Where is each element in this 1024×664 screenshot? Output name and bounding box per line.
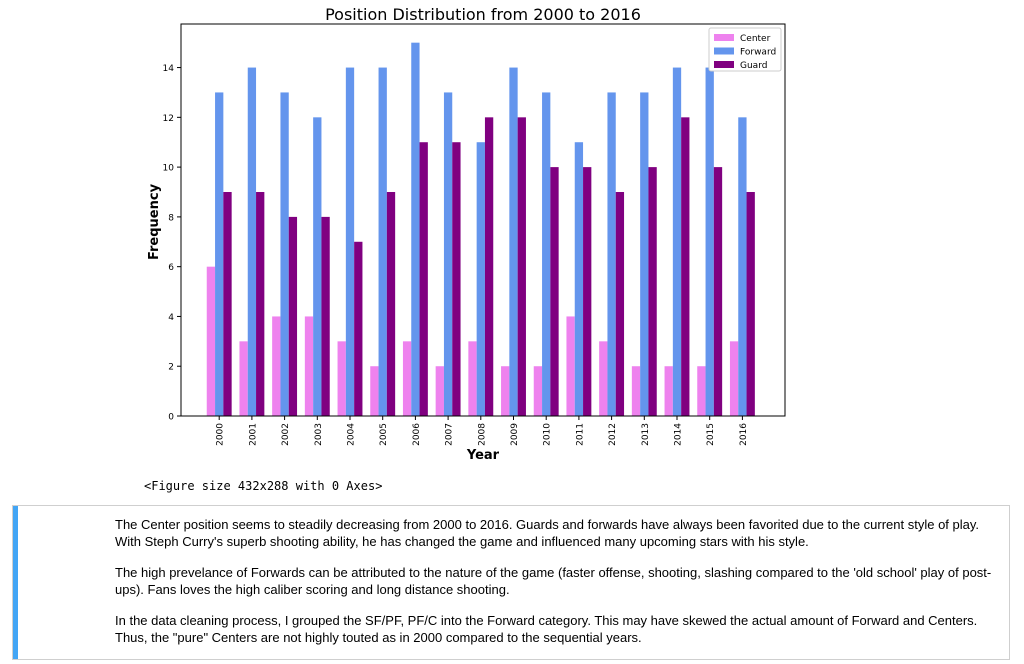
bar-center-2014: [664, 366, 673, 416]
x-tick-label: 2006: [412, 423, 422, 446]
paragraph-2: The high prevelance of Forwards can be a…: [115, 565, 992, 597]
bar-guard-2014: [681, 117, 690, 416]
bar-guard-2004: [354, 241, 363, 416]
x-tick-label: 2000: [216, 423, 226, 446]
x-tick-label: 2001: [248, 423, 258, 446]
bar-center-2012: [599, 341, 608, 416]
bar-forward-2004: [345, 67, 355, 416]
bar-center-2005: [370, 366, 379, 416]
bar-forward-2006: [411, 42, 420, 417]
y-tick-label: 12: [163, 114, 174, 124]
bar-guard-2012: [615, 192, 625, 416]
x-tick-label: 2014: [674, 423, 684, 446]
bar-center-2004: [337, 341, 346, 416]
bar-center-2010: [533, 366, 543, 416]
bar-guard-2009: [517, 117, 526, 416]
bar-center-2001: [239, 341, 248, 416]
bar-center-2015: [697, 366, 706, 416]
bar-forward-2016: [738, 117, 747, 416]
bar-forward-2001: [247, 67, 257, 416]
bar-guard-2007: [452, 142, 461, 416]
x-axis-label: Year: [466, 448, 500, 463]
x-tick-label: 2010: [543, 423, 553, 446]
bar-center-2013: [631, 366, 641, 416]
x-tick-label: 2015: [706, 423, 716, 446]
legend-label-center: Center: [740, 34, 771, 44]
bar-chart: Position Distribution from 2000 to 2016 …: [147, 5, 786, 463]
x-tick-label: 2008: [477, 423, 487, 446]
x-tick-label: 2007: [445, 423, 455, 446]
legend: Center Forward Guard: [708, 27, 782, 72]
bar-center-2008: [468, 341, 477, 416]
bar-center-2006: [402, 341, 412, 416]
y-tick-label: 2: [168, 363, 174, 373]
bar-guard-2016: [746, 192, 755, 416]
chart-title: Position Distribution from 2000 to 2016: [325, 5, 641, 24]
y-tick-label: 10: [163, 164, 175, 174]
markdown-text: The Center position seems to steadily de…: [115, 516, 995, 660]
bar-forward-2005: [378, 67, 387, 416]
legend-swatch-guard: [714, 61, 734, 68]
bar-center-2007: [435, 366, 444, 416]
bars-group: [206, 42, 755, 417]
bar-forward-2014: [672, 67, 682, 416]
legend-label-forward: Forward: [740, 48, 776, 58]
x-tick-label: 2009: [510, 423, 520, 446]
bar-guard-2011: [583, 167, 592, 416]
bar-guard-2001: [256, 192, 265, 416]
bar-forward-2002: [280, 92, 289, 416]
bar-center-2016: [729, 341, 739, 416]
bar-guard-2008: [484, 117, 494, 416]
x-tick-label: 2003: [314, 423, 324, 446]
figure-output-text: <Figure size 432x288 with 0 Axes>: [144, 479, 383, 493]
bar-forward-2003: [313, 117, 322, 416]
legend-swatch-forward: [714, 47, 734, 55]
bar-forward-2015: [705, 67, 714, 416]
y-tick-label: 0: [168, 413, 174, 423]
bar-center-2000: [206, 266, 216, 416]
bar-center-2011: [566, 316, 575, 416]
paragraph-3: In the data cleaning process, I grouped …: [115, 613, 978, 645]
bar-guard-2005: [386, 192, 396, 416]
bar-center-2002: [272, 316, 281, 416]
bar-forward-2008: [476, 142, 485, 416]
x-tick-label: 2002: [281, 423, 291, 446]
bar-guard-2010: [550, 167, 559, 416]
x-ticks: 2000 2001 2002 2003 2004 2005 2006 2007 2008 2009…: [216, 416, 749, 446]
y-tick-label: 6: [168, 263, 174, 273]
x-tick-label: 2011: [575, 423, 585, 446]
bar-guard-2000: [223, 192, 232, 416]
bar-guard-2015: [713, 167, 723, 416]
bar-forward-2010: [542, 92, 551, 416]
y-axis-label: Frequency: [147, 183, 162, 260]
bar-center-2009: [501, 366, 510, 416]
bar-forward-2011: [574, 142, 584, 416]
cell-selection-bar: [13, 506, 18, 659]
markdown-cell[interactable]: The Center position seems to steadily de…: [12, 505, 1010, 660]
y-ticks: 0 2 4 6 8 10 12 14: [163, 64, 181, 423]
x-tick-label: 2004: [347, 423, 357, 446]
paragraph-1: The Center position seems to steadily de…: [115, 517, 980, 549]
bar-forward-2000: [215, 92, 224, 416]
y-tick-label: 8: [168, 213, 174, 223]
x-tick-label: 2016: [739, 423, 749, 446]
y-tick-label: 14: [163, 64, 175, 74]
x-tick-label: 2012: [608, 423, 618, 446]
plot-frame: [180, 23, 786, 417]
x-tick-label: 2005: [379, 423, 389, 446]
y-tick-label: 4: [168, 313, 174, 323]
bar-guard-2003: [321, 216, 330, 416]
bar-forward-2012: [607, 92, 616, 416]
bar-guard-2006: [419, 142, 428, 416]
legend-swatch-center: [714, 34, 734, 41]
legend-label-guard: Guard: [740, 61, 767, 71]
bar-guard-2002: [288, 216, 298, 416]
bar-guard-2013: [648, 167, 657, 416]
bar-forward-2013: [640, 92, 649, 416]
x-tick-label: 2013: [641, 423, 651, 446]
bar-forward-2009: [509, 67, 518, 416]
bar-center-2003: [304, 316, 314, 416]
bar-forward-2007: [443, 92, 453, 416]
